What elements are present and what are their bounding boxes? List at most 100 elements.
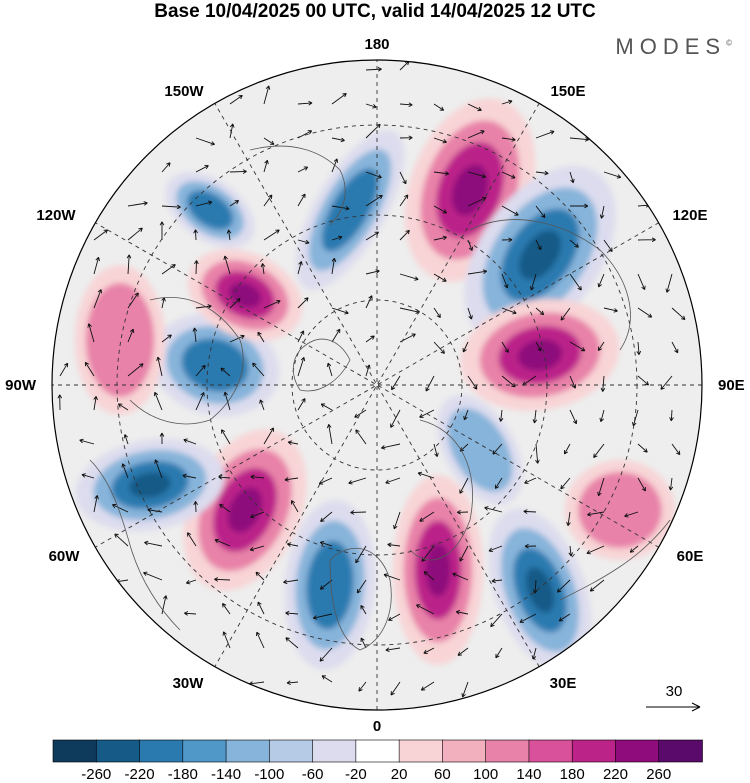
- anomaly-neg-gulf-alaska: [165, 172, 255, 248]
- wind-arrow: [535, 307, 545, 316]
- wind-arrow: [488, 545, 503, 552]
- wind-arrow: [318, 477, 333, 485]
- wind-arrow: [419, 511, 435, 522]
- colorbar-swatch: [269, 739, 314, 763]
- wind-arrow: [93, 229, 109, 241]
- wind-arrow: [161, 204, 181, 210]
- wind-arrow: [637, 375, 649, 386]
- wind-arrow: [467, 171, 487, 179]
- wind-arrow: [156, 356, 163, 377]
- colorbar-swatch: [95, 739, 141, 763]
- wind-arrow: [222, 603, 231, 615]
- wind-arrow: [84, 361, 95, 377]
- anomaly-neg-east-asia: [464, 166, 616, 344]
- wind-arrow: [290, 500, 299, 513]
- wind-arrow: [568, 545, 574, 557]
- wind-arrow: [423, 571, 435, 581]
- wind-arrow: [184, 611, 197, 616]
- lon-label-60w: 60W: [49, 548, 81, 565]
- wind-arrow: [283, 579, 299, 585]
- anomaly-contour: [321, 168, 379, 252]
- wind-arrow: [93, 396, 98, 411]
- wind-arrow: [587, 511, 605, 517]
- wind-arrow: [501, 341, 509, 353]
- wind-arrow: [79, 438, 95, 445]
- wind-arrow: [229, 123, 235, 139]
- wind-arrow: [501, 273, 509, 289]
- wind-arrow: [569, 409, 578, 425]
- colorbar-swatch: [528, 739, 574, 763]
- wind-arrow: [597, 341, 605, 351]
- anomaly-contour: [306, 540, 354, 630]
- colorbar-swatch: [442, 739, 487, 763]
- wind-arrow: [297, 193, 306, 207]
- wind-arrow: [365, 103, 377, 109]
- wind-arrow: [569, 171, 575, 184]
- wind-arrow: [286, 680, 299, 686]
- colorbar-tick-label: -260: [81, 766, 111, 783]
- wind-arrow: [223, 255, 231, 275]
- lon-label-0: 0: [373, 718, 381, 735]
- colorbar-swatch: [52, 739, 98, 763]
- wind-arrow: [391, 375, 401, 391]
- anomaly-contour: [447, 408, 513, 492]
- wind-arrow: [589, 579, 605, 592]
- wind-arrow: [154, 459, 163, 479]
- wind-arrow: [331, 137, 345, 143]
- wind-arrow: [263, 85, 271, 105]
- wind-arrow: [433, 273, 447, 282]
- wind-arrow: [535, 170, 549, 176]
- wind-arrow: [195, 165, 209, 173]
- wind-arrow: [433, 171, 450, 176]
- wind-arrow: [467, 196, 487, 207]
- anomaly-pos-west-us: [75, 265, 165, 415]
- wind-arrow: [671, 341, 679, 354]
- wind-arrow: [331, 205, 350, 211]
- wind-arrow: [637, 443, 648, 453]
- wind-arrow: [127, 328, 135, 343]
- wind-arrow: [501, 205, 519, 216]
- wind-arrow: [187, 532, 197, 547]
- wind-arrow: [365, 335, 375, 343]
- wind-arrow: [523, 509, 537, 514]
- wind-arrow: [229, 200, 240, 207]
- wind-arrow: [161, 162, 171, 173]
- wind-arrow: [600, 375, 606, 392]
- wind-arrow: [229, 334, 245, 343]
- wind-arrow: [263, 299, 281, 309]
- wind-arrow: [388, 613, 401, 621]
- wind-arrow: [260, 263, 266, 275]
- wind-arrow: [127, 227, 143, 241]
- wind-arrow: [569, 137, 590, 142]
- reference-vector-head: [691, 702, 701, 712]
- wind-arrow: [498, 409, 504, 422]
- wind-arrow: [599, 205, 605, 219]
- wind-arrow: [416, 604, 435, 615]
- wind-arrow: [420, 681, 435, 691]
- wind-arrow: [182, 473, 197, 479]
- anomaly-pos-alaska: [187, 249, 303, 341]
- wind-arrow: [556, 579, 571, 593]
- colorbar-swatch: [615, 739, 660, 763]
- wind-arrow: [452, 572, 469, 581]
- wind-arrow: [524, 477, 537, 484]
- wind-arrow: [194, 260, 199, 275]
- wind-arrow: [492, 443, 503, 455]
- wind-arrow: [597, 273, 605, 288]
- wind-arrow: [195, 200, 213, 207]
- colorbar-tick-label: 220: [603, 766, 628, 783]
- wind-arrow: [354, 409, 367, 418]
- wind-arrow: [229, 169, 247, 174]
- wind-arrow: [297, 330, 305, 343]
- wind-arrow: [660, 375, 673, 390]
- wind-arrow: [229, 94, 243, 105]
- wind-arrow: [569, 341, 586, 352]
- wind-arrow: [387, 542, 401, 548]
- wind-arrow: [321, 675, 333, 683]
- colorbar-tick-label: -220: [125, 766, 155, 783]
- wind-arrow: [81, 473, 95, 479]
- wind-arrow: [560, 307, 571, 321]
- coastlines: [89, 145, 671, 651]
- wind-arrow: [463, 409, 469, 421]
